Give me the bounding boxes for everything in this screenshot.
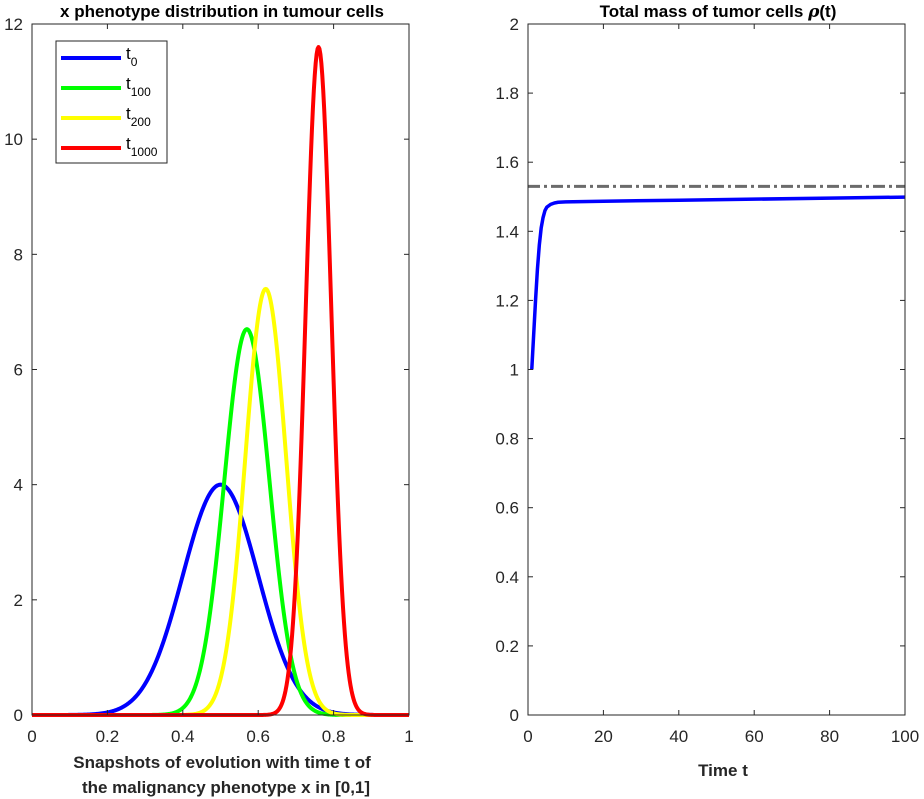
right-y-tick-label: 0.8 — [495, 430, 519, 449]
legend-label-sub: 1000 — [131, 145, 158, 159]
right-y-tick-label: 2 — [510, 15, 519, 34]
left-x-tick-label: 0 — [27, 727, 36, 746]
right-title-tail: (t) — [819, 2, 836, 21]
right-x-tick-label: 20 — [594, 727, 613, 746]
left-y-ticks: 0 2 4 6 8 10 12 — [4, 15, 409, 725]
left-x-tick-label: 0.8 — [322, 727, 346, 746]
left-x-tick-label: 0.6 — [246, 727, 270, 746]
right-y-tick-label: 1.8 — [495, 84, 519, 103]
left-y-tick-label: 4 — [14, 476, 23, 495]
legend-label-sub: 0 — [131, 55, 138, 69]
left-x-ticks: 0 0.2 0.4 0.6 0.8 1 — [27, 24, 414, 746]
right-y-tick-label: 1.4 — [495, 222, 519, 241]
legend-label-t-100: t100 — [126, 74, 151, 99]
legend-label-sub: 200 — [131, 115, 151, 129]
left-x-label-line1: Snapshots of evolution with time t of — [73, 753, 371, 772]
right-title-symbol: ρ — [807, 2, 820, 22]
legend-box — [55, 40, 168, 164]
legend-label-t-200: t200 — [126, 104, 151, 129]
right-x-tick-label: 80 — [820, 727, 839, 746]
right-y-ticks: 0 0.2 0.4 0.6 0.8 1 1.2 1.4 1.6 1.8 2 — [495, 15, 905, 725]
right-x-tick-label: 60 — [745, 727, 764, 746]
left-x-tick-label: 0.4 — [171, 727, 195, 746]
left-x-label-line2: the malignancy phenotype x in [0,1] — [82, 778, 370, 797]
right-x-ticks: 0 20 40 60 80 100 — [523, 24, 919, 746]
left-y-tick-label: 6 — [14, 361, 23, 380]
right-chart-title: Total mass of tumor cells ρ(t) — [600, 2, 837, 22]
legend-label-t-0: t0 — [126, 44, 138, 69]
left-y-tick-label: 8 — [14, 245, 23, 264]
right-axes-box — [527, 23, 906, 716]
left-x-tick-label: 1 — [404, 727, 413, 746]
legend-label-base: t — [126, 134, 131, 153]
right-x-tick-label: 40 — [669, 727, 688, 746]
right-chart: Total mass of tumor cells ρ(t) 0 20 40 60 80… — [495, 2, 919, 780]
right-y-tick-label: 1.2 — [495, 291, 519, 310]
legend-label-sub: 100 — [131, 85, 151, 99]
left-chart: x phenotype distribution in tumour cells… — [4, 2, 414, 797]
left-y-tick-label: 2 — [14, 591, 23, 610]
series-line-t-100 — [30, 327, 411, 717]
right-y-tick-label: 1 — [510, 361, 519, 380]
right-x-label: Time t — [698, 761, 748, 780]
legend-label-base: t — [126, 44, 131, 63]
left-y-tick-label: 12 — [4, 15, 23, 34]
legend-label-base: t — [126, 74, 131, 93]
left-y-tick-label: 10 — [4, 130, 23, 149]
legend-label-base: t — [126, 104, 131, 123]
left-chart-title: x phenotype distribution in tumour cells — [60, 2, 384, 21]
series-line-rhot — [530, 195, 906, 370]
right-y-tick-label: 1.6 — [495, 153, 519, 172]
right-y-tick-label: 0.6 — [495, 499, 519, 518]
right-x-tick-label: 0 — [523, 727, 532, 746]
right-y-tick-label: 0 — [510, 706, 519, 725]
right-y-tick-label: 0.4 — [495, 568, 519, 587]
legend-label-t-1000: t1000 — [126, 134, 158, 159]
right-curves — [528, 184, 906, 370]
right-x-tick-label: 100 — [891, 727, 919, 746]
left-y-tick-label: 0 — [14, 706, 23, 725]
left-x-tick-label: 0.2 — [96, 727, 120, 746]
right-title-main: Total mass of tumor cells — [600, 2, 808, 21]
right-y-tick-label: 0.2 — [495, 637, 519, 656]
